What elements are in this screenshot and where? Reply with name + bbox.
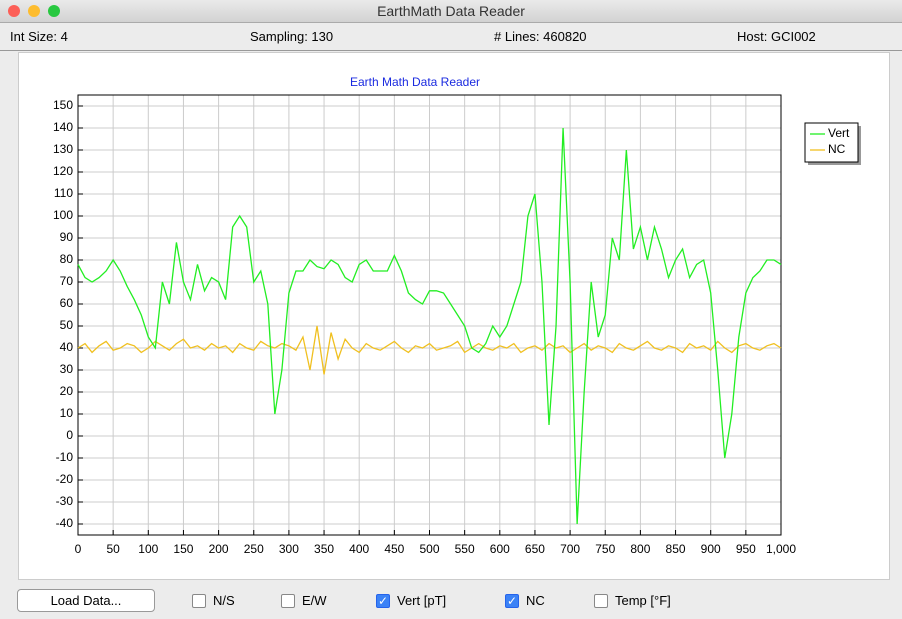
sampling: Sampling: 130 — [250, 29, 334, 44]
checkbox-label: E/W — [302, 593, 327, 608]
y-tick-label: 60 — [60, 296, 74, 310]
close-button[interactable] — [8, 5, 20, 17]
x-tick-label: 500 — [419, 542, 439, 556]
x-tick-label: 550 — [455, 542, 475, 556]
checkbox-label: NC — [526, 593, 545, 608]
checkbox-label: N/S — [213, 593, 235, 608]
series-line — [77, 325, 782, 375]
y-tick-label: 140 — [53, 120, 73, 134]
x-tick-label: 50 — [106, 542, 120, 556]
y-tick-label: 10 — [60, 406, 74, 420]
y-tick-label: 100 — [53, 208, 73, 222]
x-tick-label: 200 — [209, 542, 229, 556]
y-tick-label: -20 — [56, 472, 74, 486]
y-tick-label: 50 — [60, 318, 74, 332]
x-tick-label: 0 — [75, 542, 82, 556]
y-tick-label: 0 — [66, 428, 73, 442]
x-tick-label: 700 — [560, 542, 580, 556]
checkbox[interactable]: E/W — [281, 593, 327, 608]
checkbox[interactable]: N/S — [192, 593, 235, 608]
x-tick-label: 250 — [244, 542, 264, 556]
x-tick-label: 850 — [666, 542, 686, 556]
load-button[interactable]: Load Data... — [17, 589, 155, 612]
y-tick-label: 40 — [60, 340, 74, 354]
checkbox-box[interactable] — [192, 593, 206, 608]
y-tick-label: -40 — [56, 516, 74, 530]
x-tick-label: 900 — [701, 542, 721, 556]
minimize-button[interactable] — [28, 5, 40, 17]
legend-label: NC — [828, 142, 846, 156]
checkbox[interactable]: Temp [°F] — [594, 593, 671, 608]
y-tick-label: 150 — [53, 98, 73, 112]
host: Host: GCI002 — [737, 29, 816, 44]
y-tick-label: 70 — [60, 274, 74, 288]
plot-frame — [77, 94, 782, 536]
checkbox-box[interactable] — [594, 593, 608, 608]
int-size: Int Size: 4 — [10, 29, 68, 44]
x-tick-label: 800 — [630, 542, 650, 556]
x-tick-label: 350 — [314, 542, 334, 556]
y-tick-label: 90 — [60, 230, 74, 244]
zoom-button[interactable] — [48, 5, 60, 17]
y-tick-label: 130 — [53, 142, 73, 156]
x-tick-label: 650 — [525, 542, 545, 556]
series-line — [77, 127, 782, 525]
x-tick-label: 300 — [279, 542, 299, 556]
checkbox[interactable]: ✓ NC — [505, 593, 545, 608]
y-tick-label: 80 — [60, 252, 74, 266]
checkbox[interactable]: ✓ Vert [pT] — [376, 593, 446, 608]
y-tick-label: -30 — [56, 494, 74, 508]
y-tick-label: 110 — [54, 186, 73, 200]
line-count: # Lines: 460820 — [494, 29, 587, 44]
x-tick-label: 950 — [736, 542, 756, 556]
checkbox-label: Temp [°F] — [615, 593, 671, 608]
x-tick-label: 750 — [595, 542, 615, 556]
y-tick-label: 20 — [60, 384, 74, 398]
window-title: EarthMath Data Reader — [377, 3, 525, 19]
y-tick-label: -10 — [56, 450, 74, 464]
status-bar: Int Size: 4 Sampling: 130 # Lines: 46082… — [0, 23, 902, 51]
checkbox-box[interactable]: ✓ — [376, 593, 390, 608]
legend-label: Vert — [828, 126, 850, 140]
y-tick-label: 120 — [53, 164, 73, 178]
x-tick-label: 1,000 — [766, 542, 796, 556]
chart-title: Earth Math Data Reader — [350, 75, 480, 89]
title-bar: EarthMath Data Reader — [0, 0, 902, 23]
x-tick-label: 400 — [349, 542, 369, 556]
checkbox-box[interactable] — [281, 593, 295, 608]
checkbox-label: Vert [pT] — [397, 593, 447, 608]
x-tick-label: 450 — [384, 542, 404, 556]
x-tick-label: 100 — [138, 542, 158, 556]
x-tick-label: 150 — [173, 542, 193, 556]
legend — [804, 122, 859, 163]
y-tick-label: 30 — [60, 362, 74, 376]
x-tick-label: 600 — [490, 542, 510, 556]
checkbox-box[interactable]: ✓ — [505, 593, 519, 608]
